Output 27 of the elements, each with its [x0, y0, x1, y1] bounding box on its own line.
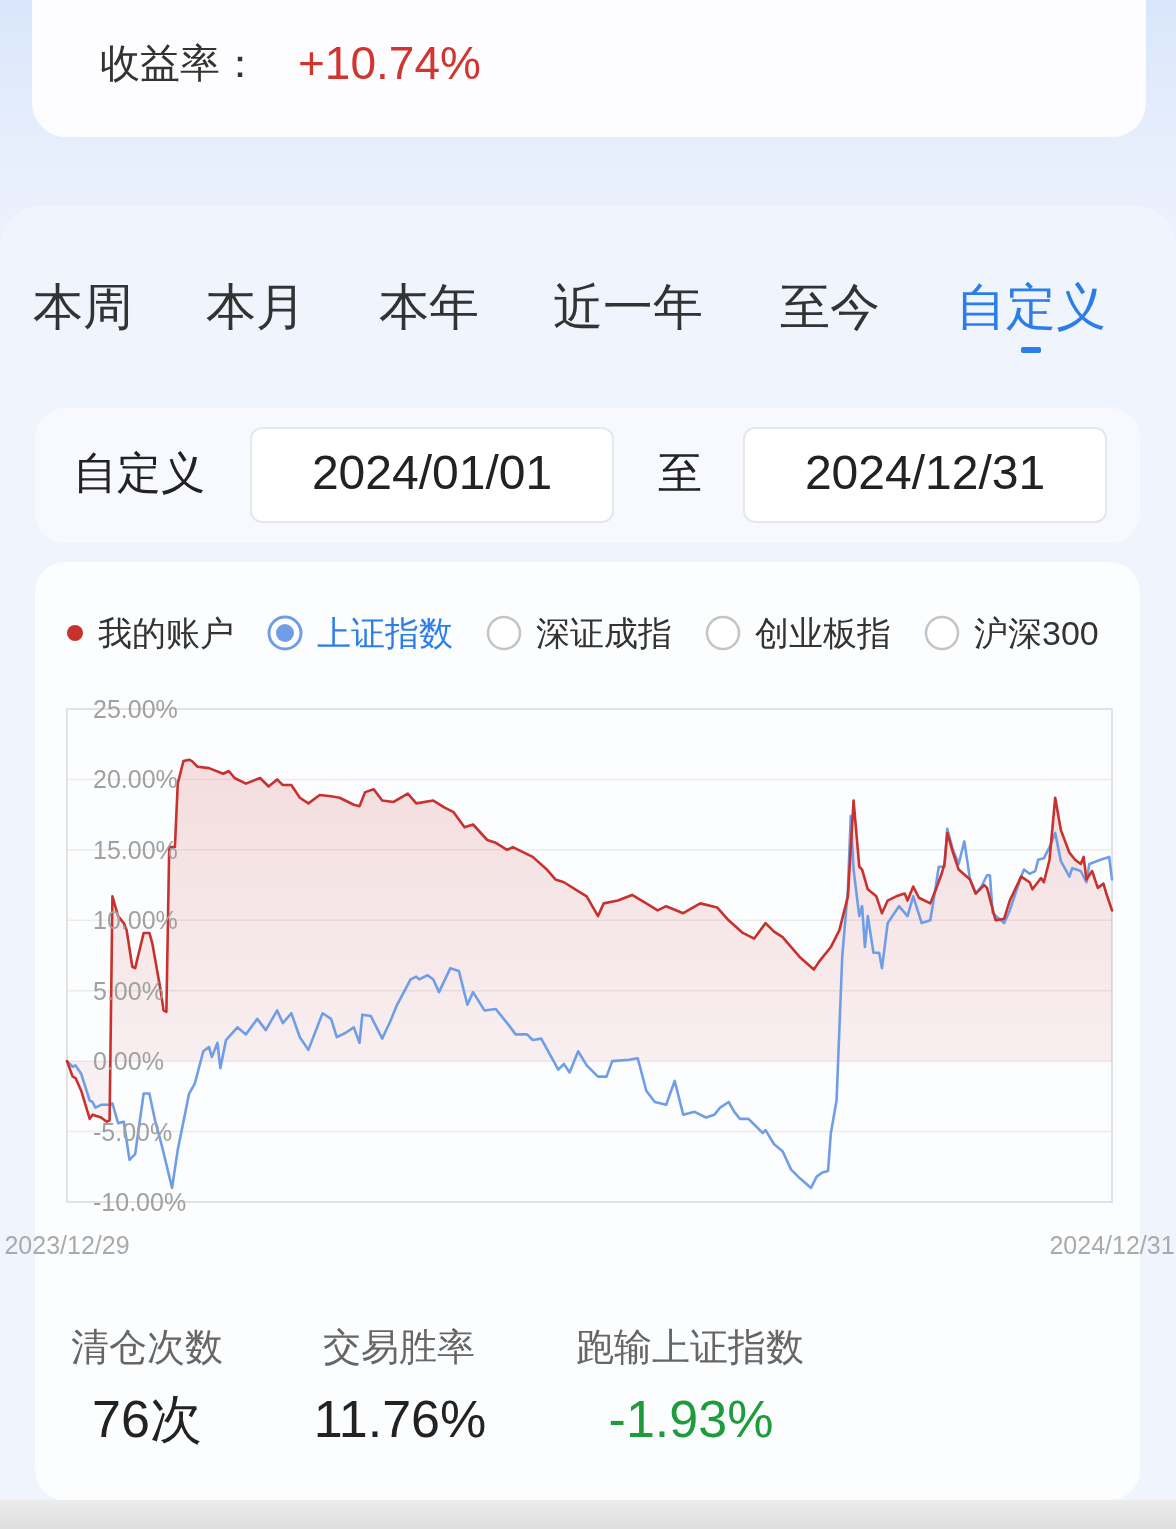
y-tick-label: 25.00% — [93, 695, 178, 723]
text: 至今 — [780, 279, 880, 337]
text: 收益率： — [100, 40, 260, 86]
legend-label: 上证指数 — [317, 614, 453, 652]
text: 76次 — [92, 1390, 202, 1450]
text: 自定义 — [956, 279, 1106, 337]
y-tick-label: 20.00% — [93, 765, 178, 794]
text: -1.93% — [608, 1390, 774, 1450]
text: 清仓次数 — [71, 1326, 223, 1370]
text: 本月 — [206, 279, 306, 337]
text: 本周 — [33, 279, 133, 337]
text: 跑输上证指数 — [576, 1326, 804, 1370]
text: 创业板指 — [755, 614, 891, 652]
y-tick-label: -10.00% — [93, 1188, 187, 1216]
text: 沪深300 — [974, 614, 1099, 652]
text: 近一年 — [553, 279, 703, 337]
text: 深证成指 — [536, 614, 672, 652]
text: 至 — [658, 447, 702, 499]
legend-label: 我的账户 — [98, 614, 234, 652]
text: 2024/01/01 — [311, 445, 553, 501]
x-tick-label: 2023/12/29 — [4, 1231, 130, 1259]
text: 交易胜率 — [323, 1326, 475, 1370]
text: 11.76% — [313, 1390, 487, 1450]
text: 本年 — [379, 279, 479, 337]
text: 自定义 — [73, 447, 205, 499]
text: +10.74% — [298, 36, 481, 90]
text: 2024/12/31 — [804, 445, 1046, 501]
